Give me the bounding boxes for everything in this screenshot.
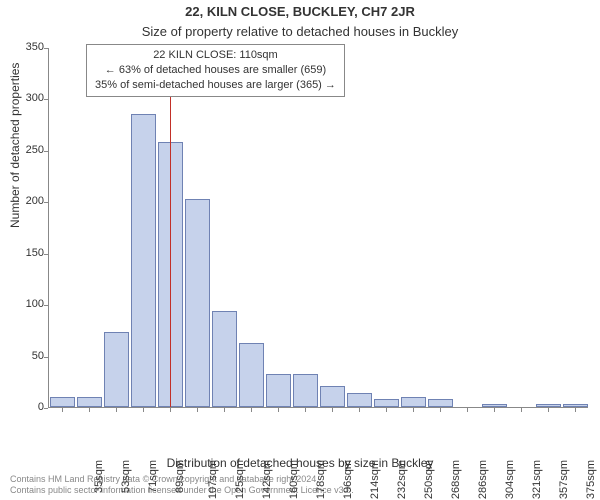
chart-subtitle: Size of property relative to detached ho… [0,24,600,39]
histogram-bar [104,332,129,407]
y-tick-mark [44,305,48,306]
histogram-bar [212,311,237,407]
x-tick-mark [440,408,441,412]
x-tick-label: 107sqm [207,460,219,499]
histogram-bar [50,397,75,407]
x-tick-mark [143,408,144,412]
page-container: 22, KILN CLOSE, BUCKLEY, CH7 2JR Size of… [0,0,600,500]
histogram-bar [374,399,399,407]
y-tick-label: 250 [4,144,44,156]
x-tick-mark [170,408,171,412]
reference-line [170,48,171,407]
x-tick-mark [224,408,225,412]
y-tick-mark [44,48,48,49]
x-tick-label: 125sqm [234,460,246,499]
histogram-bar [536,404,561,407]
histogram-bar [185,199,210,407]
x-tick-mark [251,408,252,412]
x-tick-label: 357sqm [558,460,570,499]
histogram-bar [266,374,291,407]
x-tick-mark [575,408,576,412]
x-tick-label: 142sqm [261,460,273,499]
x-tick-mark [305,408,306,412]
histogram-bar [347,393,372,407]
x-tick-mark [197,408,198,412]
x-tick-mark [278,408,279,412]
x-tick-label: 71sqm [147,460,159,493]
y-tick-label: 100 [4,298,44,310]
histogram-bar [482,404,507,407]
x-tick-mark [386,408,387,412]
x-tick-label: 321sqm [531,460,543,499]
histogram-bar [401,397,426,407]
x-tick-label: 89sqm [174,460,186,493]
x-tick-label: 160sqm [288,460,300,499]
y-tick-label: 150 [4,247,44,259]
y-tick-mark [44,202,48,203]
x-tick-mark [62,408,63,412]
x-tick-mark [548,408,549,412]
histogram-bar [131,114,156,407]
histogram-bar [563,404,588,407]
x-tick-mark [521,408,522,412]
x-tick-label: 304sqm [504,460,516,499]
x-tick-label: 53sqm [120,460,132,493]
info-line-1: 22 KILN CLOSE: 110sqm [95,48,336,63]
x-tick-mark [413,408,414,412]
y-tick-mark [44,99,48,100]
y-tick-mark [44,254,48,255]
histogram-bar [428,399,453,407]
x-tick-label: 196sqm [342,460,354,499]
y-tick-label: 300 [4,92,44,104]
x-tick-label: 268sqm [450,460,462,499]
y-tick-mark [44,408,48,409]
info-line-3: 35% of semi-detached houses are larger (… [95,78,336,93]
y-tick-mark [44,151,48,152]
x-tick-mark [359,408,360,412]
y-tick-mark [44,357,48,358]
x-tick-label: 214sqm [369,460,381,499]
info-line-2: ← 63% of detached houses are smaller (65… [95,63,336,78]
x-tick-label: 250sqm [423,460,435,499]
address-line: 22, KILN CLOSE, BUCKLEY, CH7 2JR [0,4,600,19]
histogram-bar [77,397,102,407]
x-tick-label: 375sqm [585,460,597,499]
histogram-bar [293,374,318,407]
x-tick-mark [494,408,495,412]
x-tick-mark [116,408,117,412]
histogram-bar [239,343,264,407]
info-box: 22 KILN CLOSE: 110sqm ← 63% of detached … [86,44,345,97]
chart-plot-area [48,48,588,408]
histogram-bar [320,386,345,407]
x-tick-label: 286sqm [477,460,489,499]
x-tick-label: 178sqm [315,460,327,499]
y-tick-label: 0 [4,401,44,413]
y-tick-label: 50 [4,350,44,362]
x-tick-mark [89,408,90,412]
x-tick-label: 35sqm [93,460,105,493]
x-tick-mark [467,408,468,412]
x-tick-mark [332,408,333,412]
y-tick-label: 350 [4,41,44,53]
x-tick-label: 232sqm [396,460,408,499]
y-tick-label: 200 [4,195,44,207]
